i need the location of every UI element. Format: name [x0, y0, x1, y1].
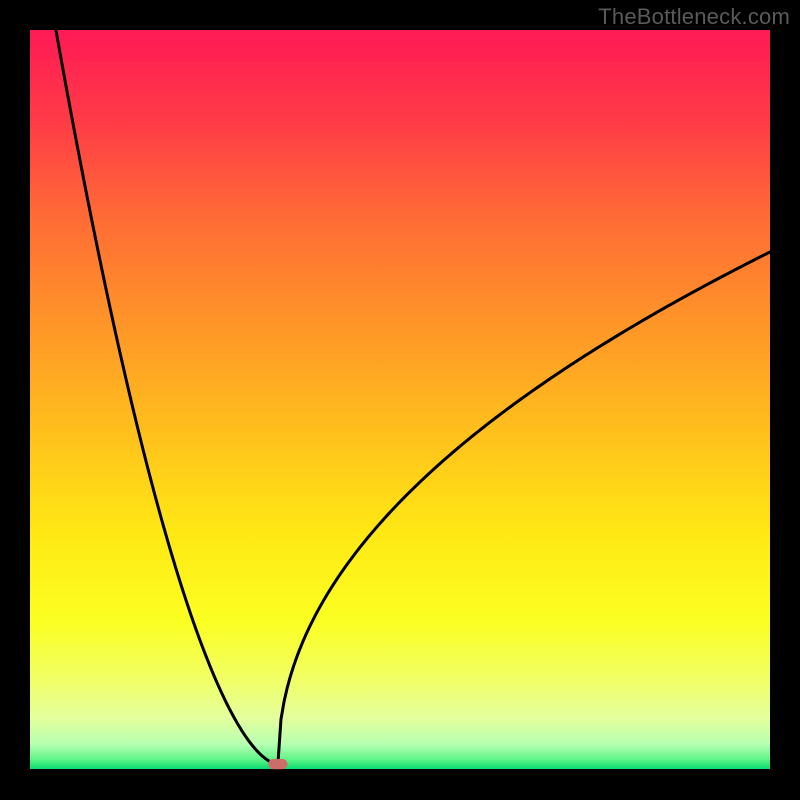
apex-marker [268, 759, 287, 769]
plot-area [30, 30, 770, 770]
watermark-text: TheBottleneck.com [598, 4, 790, 30]
plot-gradient-background [30, 30, 770, 770]
chart-svg [0, 0, 800, 800]
stage: TheBottleneck.com [0, 0, 800, 800]
